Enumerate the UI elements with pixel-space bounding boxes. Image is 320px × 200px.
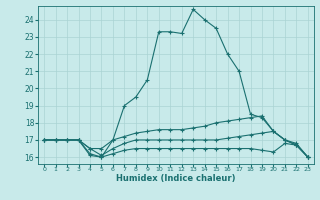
X-axis label: Humidex (Indice chaleur): Humidex (Indice chaleur) (116, 174, 236, 183)
